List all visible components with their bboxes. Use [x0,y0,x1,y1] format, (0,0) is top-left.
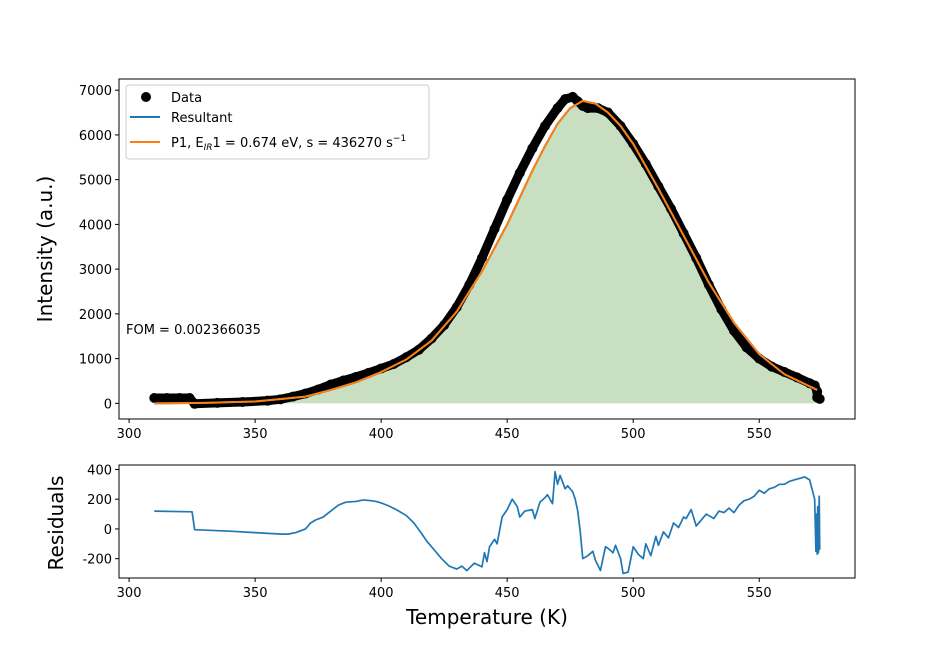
legend-data-marker [141,92,151,102]
intensity-x-tick-label: 450 [495,427,520,442]
residuals-x-tick-label: 450 [495,586,520,601]
residuals-x-tick-label: 550 [747,586,772,601]
residuals-x-ticks: 300 350 400 450 500 550 [117,578,772,601]
residuals-x-tick-label: 300 [117,586,142,601]
legend-p1-label-middle: 1 = 0.674 eV, s = 436270 s [213,136,394,151]
data-point [451,302,462,313]
legend-data-label: Data [171,91,202,106]
intensity-y-tick-label: 4000 [79,218,112,233]
intensity-y-tick-label: 6000 [79,129,112,144]
data-point [174,392,185,403]
fom-annotation: FOM = 0.002366035 [126,323,261,338]
residuals-x-tick-label: 500 [621,586,646,601]
intensity-x-tick-label: 300 [117,427,142,442]
data-point [552,103,563,114]
legend: Data Resultant P1, EIR1 = 0.674 eV, s = … [125,84,430,160]
data-point [287,391,298,402]
intensity-x-tick-label: 500 [621,427,646,442]
data-point [582,103,593,114]
data-point [426,333,437,344]
data-point [338,375,349,386]
residuals-panel: 300 350 400 450 500 550 -200 0 200 400 Residuals… [44,463,856,629]
data-point [149,392,160,403]
data-point [741,342,752,353]
data-point [814,393,825,404]
residuals-x-tick-label: 400 [369,586,394,601]
p1-fit-series [154,99,818,405]
residuals-axes-frame [118,464,856,579]
intensity-x-tick-label: 550 [747,427,772,442]
residuals-axis-label: Residuals [44,476,68,571]
residuals-y-tick-label: 200 [87,493,112,508]
intensity-x-tick-label: 350 [243,427,268,442]
intensity-x-ticks: 300 350 400 450 500 550 [117,419,772,442]
data-point [592,103,603,114]
legend-p1-label-subscript: IR [204,143,213,153]
data-band [149,92,825,409]
legend-p1-label: P1, EIR1 = 0.674 eV, s = 436270 s−1 [171,134,406,153]
intensity-axis-label: Intensity (a.u.) [33,176,57,323]
temperature-axis-label: Temperature (K) [405,605,568,629]
legend-resultant-label: Resultant [171,111,232,126]
intensity-y-tick-label: 0 [104,397,112,412]
intensity-y-tick-label: 5000 [79,174,112,189]
data-point [489,223,500,234]
data-point [161,392,172,403]
data-point [766,361,777,372]
residuals-x-tick-label: 350 [243,586,268,601]
data-point [476,252,487,263]
data-point [350,371,361,382]
data-point [502,194,513,205]
intensity-y-tick-label: 1000 [79,353,112,368]
intensity-y-tick-label: 7000 [79,84,112,99]
residuals-series [154,470,821,575]
intensity-x-tick-label: 400 [369,427,394,442]
residuals-y-tick-label: -200 [82,553,112,568]
residuals-y-tick-label: 400 [87,463,112,478]
intensity-y-tick-label: 3000 [79,263,112,278]
data-point [729,325,740,336]
data-point [527,143,538,154]
data-point [539,120,550,131]
legend-p1-label-superscript: −1 [393,134,406,144]
data-point [560,94,571,105]
intensity-y-tick-label: 2000 [79,308,112,323]
legend-box [125,84,430,160]
residuals-y-tick-label: 0 [104,523,112,538]
residuals-y-ticks: -200 0 200 400 [82,463,119,568]
intensity-panel: 300 350 400 450 500 550 0 1000 2000 3000 4000 5000… [33,78,856,442]
data-point [514,167,525,178]
residuals-line [154,470,821,575]
data-point [325,379,336,390]
p1-fit-line [154,99,818,405]
legend-p1-label-prefix: P1, E [171,136,204,151]
intensity-y-ticks: 0 1000 2000 3000 4000 5000 6000 7000 [79,84,119,412]
intensity-axes-frame [118,78,856,420]
